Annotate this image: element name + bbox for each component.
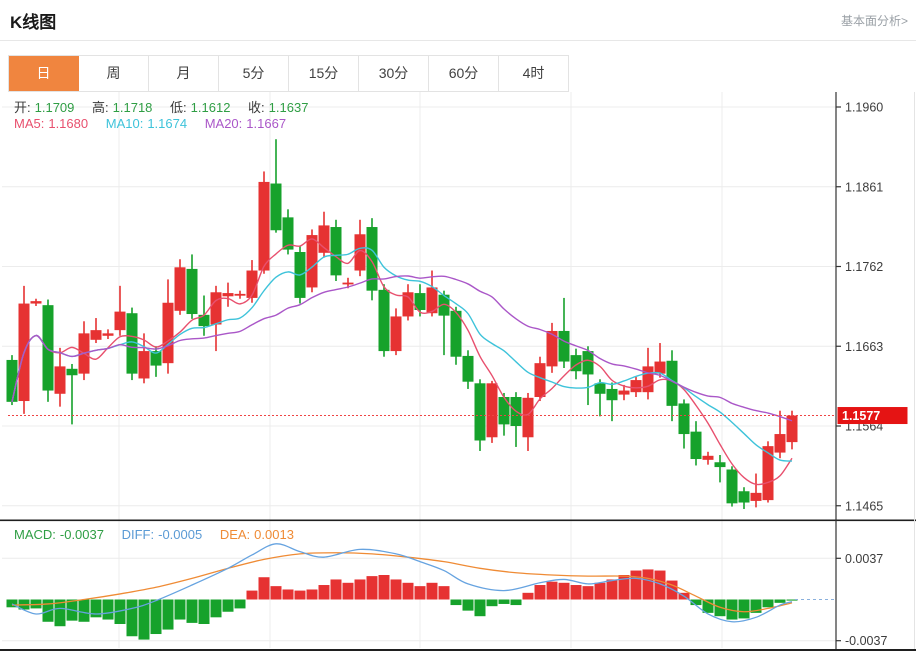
close-value: 1.1637 (268, 100, 309, 115)
tab-60分[interactable]: 60分 (429, 56, 499, 91)
price-axis: 1.19601.18611.17621.16631.15641.14650.00… (836, 101, 887, 648)
diff-line (11, 543, 793, 623)
tab-5分[interactable]: 5分 (219, 56, 289, 91)
macd-label: MACD: (14, 527, 56, 542)
macd-axis-label: 0.0037 (845, 552, 883, 566)
current-price-value: 1.1577 (842, 409, 880, 423)
ma5-label: MA5: (14, 116, 45, 131)
price-axis-label: 1.1663 (845, 340, 883, 354)
grid-lines (2, 92, 836, 648)
dea-line (11, 552, 793, 613)
ma10-label: MA10: (105, 116, 144, 131)
low-value: 1.1612 (190, 100, 231, 115)
ohlc-legend: 开: 1.1709 高: 1.1718 低: 1.1612 收: 1.1637 (14, 97, 312, 116)
dea-value: 0.0013 (254, 527, 294, 542)
macd-axis-label: -0.0037 (845, 634, 887, 648)
page-title: K线图 (10, 13, 57, 32)
close-label: 收: (248, 100, 265, 115)
price-axis-label: 1.1861 (845, 180, 883, 194)
ma20-line (11, 275, 793, 422)
timeframe-tabbar: 日周月 5分 15分 30分 60分 4时 (8, 55, 569, 92)
current-price-marker: 1.1577 (837, 407, 908, 425)
price-axis-label: 1.1960 (845, 101, 883, 115)
page-header: K线图 基本面分析> (0, 0, 916, 41)
open-value: 1.1709 (34, 100, 75, 115)
dea-label: DEA: (219, 527, 251, 542)
tab-30分[interactable]: 30分 (359, 56, 429, 91)
low-label: 低: (170, 100, 187, 115)
fundamental-analysis-link[interactable]: 基本面分析> (840, 14, 908, 28)
diff-value: -0.0005 (158, 527, 203, 542)
macd-value: -0.0037 (59, 527, 104, 542)
tab-日[interactable]: 日 (9, 56, 79, 91)
high-value: 1.1718 (112, 100, 153, 115)
ma5-line (11, 238, 793, 486)
ma10-line (11, 247, 793, 462)
tab-月[interactable]: 月 (149, 56, 219, 91)
ma-legend: MA5: 1.1680 MA10: 1.1674 MA20: 1.1667 (14, 116, 290, 131)
ma20-value: 1.1667 (246, 116, 287, 131)
ma5-value: 1.1680 (48, 116, 89, 131)
tab-周[interactable]: 周 (79, 56, 149, 91)
tab-4时[interactable]: 4时 (499, 56, 568, 91)
diff-label: DIFF: (121, 527, 155, 542)
price-axis-label: 1.1762 (845, 260, 883, 274)
panel-frame (0, 92, 916, 651)
ma10-value: 1.1674 (147, 116, 188, 131)
ma20-label: MA20: (204, 116, 243, 131)
open-label: 开: (14, 100, 31, 115)
high-label: 高: (92, 100, 109, 115)
candlestick-series (6, 139, 798, 509)
macd-histogram (6, 569, 798, 640)
macd-legend: MACD: -0.0037 DIFF: -0.0005 DEA: 0.0013 (14, 527, 298, 542)
price-axis-label: 1.1465 (845, 499, 883, 513)
tab-15分[interactable]: 15分 (289, 56, 359, 91)
